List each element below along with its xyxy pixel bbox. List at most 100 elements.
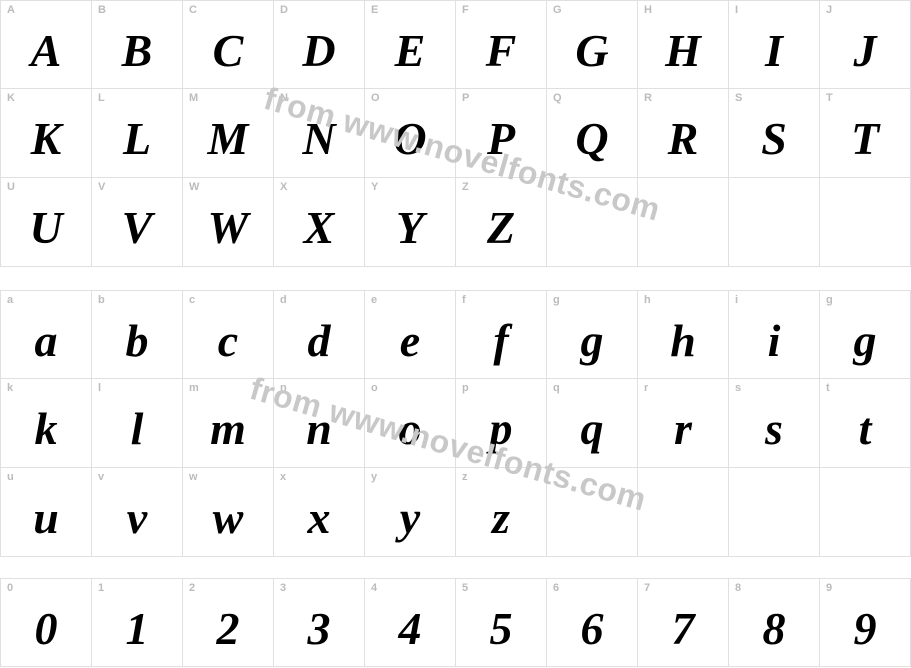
glyph-cell[interactable]: ee bbox=[365, 290, 456, 379]
glyph-key-label: Y bbox=[365, 178, 455, 196]
glyph-cell-empty bbox=[729, 178, 820, 267]
glyph-cell[interactable]: 66 bbox=[547, 578, 638, 667]
glyph-cell[interactable]: RR bbox=[638, 89, 729, 178]
glyph-cell[interactable]: YY bbox=[365, 178, 456, 267]
glyph-key-label: g bbox=[820, 291, 910, 309]
glyph-preview: U bbox=[1, 196, 91, 266]
glyph-key-label: d bbox=[274, 291, 364, 309]
glyph-cell[interactable]: hh bbox=[638, 290, 729, 379]
glyph-key-label: 0 bbox=[1, 579, 91, 597]
glyph-cell[interactable]: rr bbox=[638, 379, 729, 468]
glyph-cell[interactable]: II bbox=[729, 0, 820, 89]
glyph-preview: R bbox=[638, 107, 728, 177]
glyph-key-label: D bbox=[274, 1, 364, 19]
glyph-cell[interactable]: 77 bbox=[638, 578, 729, 667]
glyph-cell[interactable]: DD bbox=[274, 0, 365, 89]
glyph-cell[interactable]: mm bbox=[183, 379, 274, 468]
glyph-cell[interactable]: VV bbox=[92, 178, 183, 267]
glyph-cell[interactable]: MM bbox=[183, 89, 274, 178]
glyph-cell[interactable]: KK bbox=[1, 89, 92, 178]
glyph-cell[interactable]: dd bbox=[274, 290, 365, 379]
glyph-preview: G bbox=[547, 19, 637, 88]
glyph-cell[interactable]: ZZ bbox=[456, 178, 547, 267]
glyph-cell[interactable]: LL bbox=[92, 89, 183, 178]
glyph-preview: 5 bbox=[456, 597, 546, 666]
glyph-key-label: 7 bbox=[638, 579, 728, 597]
glyph-cell[interactable]: AA bbox=[1, 0, 92, 89]
glyph-cell[interactable]: nn bbox=[274, 379, 365, 468]
glyph-cell[interactable]: oo bbox=[365, 379, 456, 468]
glyph-cell[interactable]: 55 bbox=[456, 578, 547, 667]
glyph-cell[interactable]: FF bbox=[456, 0, 547, 89]
glyph-cell[interactable]: ss bbox=[729, 379, 820, 468]
glyph-preview: A bbox=[1, 19, 91, 88]
glyph-cell[interactable]: bb bbox=[92, 290, 183, 379]
section-digits: 00112233445566778899 bbox=[0, 578, 911, 667]
glyph-cell[interactable]: BB bbox=[92, 0, 183, 89]
glyph-cell[interactable]: 22 bbox=[183, 578, 274, 667]
glyph-preview: N bbox=[274, 107, 364, 177]
glyph-cell[interactable]: yy bbox=[365, 468, 456, 557]
glyph-cell[interactable]: HH bbox=[638, 0, 729, 89]
glyph-preview: J bbox=[820, 19, 910, 88]
glyph-preview: y bbox=[365, 486, 455, 556]
glyph-cell[interactable]: NN bbox=[274, 89, 365, 178]
glyph-cell[interactable]: WW bbox=[183, 178, 274, 267]
glyph-preview: M bbox=[183, 107, 273, 177]
glyph-cell[interactable]: ww bbox=[183, 468, 274, 557]
glyph-cell[interactable]: vv bbox=[92, 468, 183, 557]
glyph-grid: AABBCCDDEEFFGGHHIIJJ KKLLMMNNOOPPQQRRSSTT… bbox=[0, 0, 911, 267]
glyph-cell[interactable]: uu bbox=[1, 468, 92, 557]
glyph-cell[interactable]: pp bbox=[456, 379, 547, 468]
glyph-key-label: 1 bbox=[92, 579, 182, 597]
glyph-cell[interactable]: cc bbox=[183, 290, 274, 379]
glyph-preview: K bbox=[1, 107, 91, 177]
glyph-key-label: s bbox=[729, 379, 819, 397]
glyph-cell[interactable]: qq bbox=[547, 379, 638, 468]
glyph-preview: P bbox=[456, 107, 546, 177]
glyph-key-label: 6 bbox=[547, 579, 637, 597]
glyph-cell[interactable]: kk bbox=[1, 379, 92, 468]
glyph-cell[interactable]: GG bbox=[547, 0, 638, 89]
glyph-cell[interactable]: ii bbox=[729, 290, 820, 379]
glyph-cell[interactable]: PP bbox=[456, 89, 547, 178]
glyph-key-label: e bbox=[365, 291, 455, 309]
glyph-cell[interactable]: 44 bbox=[365, 578, 456, 667]
glyph-cell[interactable]: 00 bbox=[1, 578, 92, 667]
glyph-cell[interactable]: aa bbox=[1, 290, 92, 379]
glyph-key-label: W bbox=[183, 178, 273, 196]
glyph-cell[interactable]: 11 bbox=[92, 578, 183, 667]
glyph-preview: Z bbox=[456, 196, 546, 266]
glyph-cell[interactable]: SS bbox=[729, 89, 820, 178]
glyph-preview: W bbox=[183, 196, 273, 266]
glyph-preview: n bbox=[274, 397, 364, 467]
glyph-cell[interactable]: gg bbox=[547, 290, 638, 379]
glyph-cell[interactable]: tt bbox=[820, 379, 911, 468]
glyph-cell[interactable]: OO bbox=[365, 89, 456, 178]
glyph-cell[interactable]: EE bbox=[365, 0, 456, 89]
glyph-key-label: L bbox=[92, 89, 182, 107]
glyph-key-label: F bbox=[456, 1, 546, 19]
glyph-key-label: q bbox=[547, 379, 637, 397]
glyph-preview: E bbox=[365, 19, 455, 88]
glyph-preview: x bbox=[274, 486, 364, 556]
glyph-key-label: R bbox=[638, 89, 728, 107]
glyph-key-label: a bbox=[1, 291, 91, 309]
glyph-key-label: 5 bbox=[456, 579, 546, 597]
glyph-key-label: g bbox=[547, 291, 637, 309]
glyph-cell[interactable]: xx bbox=[274, 468, 365, 557]
glyph-preview: z bbox=[456, 486, 546, 556]
glyph-cell[interactable]: ff bbox=[456, 290, 547, 379]
glyph-cell[interactable]: QQ bbox=[547, 89, 638, 178]
glyph-cell[interactable]: gg bbox=[820, 290, 911, 379]
glyph-cell[interactable]: XX bbox=[274, 178, 365, 267]
glyph-cell[interactable]: 99 bbox=[820, 578, 911, 667]
glyph-cell[interactable]: 33 bbox=[274, 578, 365, 667]
glyph-cell[interactable]: 88 bbox=[729, 578, 820, 667]
glyph-cell[interactable]: zz bbox=[456, 468, 547, 557]
glyph-cell[interactable]: JJ bbox=[820, 0, 911, 89]
glyph-cell[interactable]: CC bbox=[183, 0, 274, 89]
glyph-cell[interactable]: UU bbox=[1, 178, 92, 267]
glyph-cell[interactable]: ll bbox=[92, 379, 183, 468]
glyph-cell[interactable]: TT bbox=[820, 89, 911, 178]
